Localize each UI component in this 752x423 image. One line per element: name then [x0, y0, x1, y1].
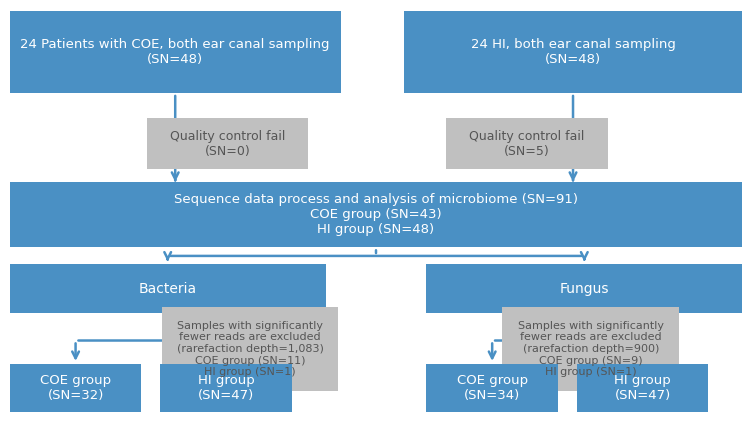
- FancyBboxPatch shape: [577, 364, 708, 412]
- FancyBboxPatch shape: [446, 118, 608, 169]
- FancyBboxPatch shape: [426, 264, 742, 313]
- Text: Fungus: Fungus: [559, 282, 609, 296]
- Text: HI group
(SN=47): HI group (SN=47): [614, 374, 671, 402]
- FancyBboxPatch shape: [10, 11, 341, 93]
- FancyBboxPatch shape: [10, 182, 742, 247]
- FancyBboxPatch shape: [426, 364, 558, 412]
- Text: Samples with significantly
fewer reads are excluded
(rarefaction depth=1,083)
CO: Samples with significantly fewer reads a…: [177, 321, 323, 377]
- FancyBboxPatch shape: [404, 11, 742, 93]
- Text: 24 HI, both ear canal sampling
(SN=48): 24 HI, both ear canal sampling (SN=48): [471, 38, 675, 66]
- FancyBboxPatch shape: [10, 264, 326, 313]
- FancyBboxPatch shape: [162, 307, 338, 391]
- Text: HI group
(SN=47): HI group (SN=47): [198, 374, 254, 402]
- FancyBboxPatch shape: [160, 364, 292, 412]
- Text: Samples with significantly
fewer reads are excluded
(rarefaction depth=900)
COE : Samples with significantly fewer reads a…: [517, 321, 664, 377]
- FancyBboxPatch shape: [147, 118, 308, 169]
- FancyBboxPatch shape: [502, 307, 679, 391]
- Text: Quality control fail
(SN=0): Quality control fail (SN=0): [170, 130, 285, 158]
- FancyBboxPatch shape: [10, 364, 141, 412]
- Text: COE group
(SN=34): COE group (SN=34): [456, 374, 528, 402]
- Text: Sequence data process and analysis of microbiome (SN=91)
COE group (SN=43)
HI gr: Sequence data process and analysis of mi…: [174, 193, 578, 236]
- Text: Quality control fail
(SN=5): Quality control fail (SN=5): [469, 130, 584, 158]
- Text: Bacteria: Bacteria: [138, 282, 197, 296]
- Text: COE group
(SN=32): COE group (SN=32): [40, 374, 111, 402]
- Text: 24 Patients with COE, both ear canal sampling
(SN=48): 24 Patients with COE, both ear canal sam…: [20, 38, 330, 66]
